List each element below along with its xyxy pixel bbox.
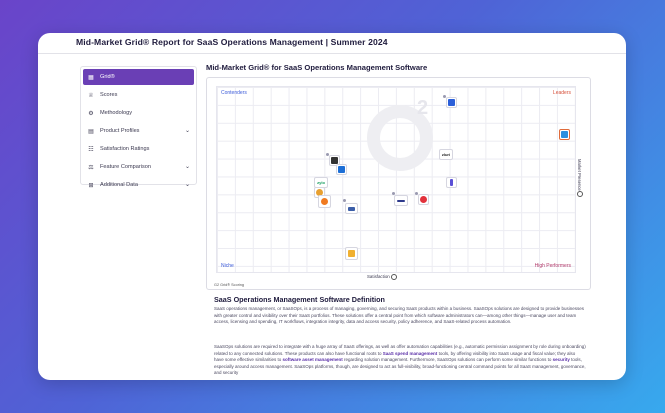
- x-axis-label: Satisfaction: [367, 274, 397, 280]
- security-link[interactable]: security: [552, 357, 570, 363]
- info-icon[interactable]: [390, 274, 397, 280]
- trophy-icon: ♕: [88, 92, 94, 99]
- product-logo[interactable]: [336, 164, 347, 175]
- saas-spend-management-link[interactable]: SaaS spend management: [382, 350, 438, 356]
- chevron-down-icon: ⌄: [184, 128, 190, 134]
- product-logo[interactable]: [446, 97, 457, 108]
- report-card: Mid-Market Grid® Report for SaaS Operati…: [38, 33, 626, 380]
- sidebar-item-label: Grid®: [100, 74, 115, 80]
- grid-scoring-note: G2 Grid® Scoring: [214, 283, 245, 287]
- quadrant-leaders: Leaders: [552, 90, 571, 96]
- software-asset-management-link[interactable]: software asset management: [282, 357, 343, 363]
- y-axis-label: Market Presence: [575, 138, 583, 218]
- quadrant-high-performers: High Performers: [534, 263, 571, 269]
- quadrant-contenders: Contenders: [221, 90, 247, 96]
- chevron-down-icon: ⌄: [184, 182, 190, 188]
- definition-text: SaaSOps solutions are required to integr…: [214, 344, 586, 356]
- sidebar-item-feature-comparison[interactable]: ⚖ Feature Comparison ⌄: [83, 159, 194, 175]
- data-icon: ⊞: [88, 182, 94, 189]
- chevron-down-icon: ⌄: [184, 164, 190, 170]
- scale-icon: ⚖: [88, 164, 94, 171]
- sidebar-item-label: Satisfaction Ratings: [100, 146, 150, 152]
- definition-text: tools, especially around access manageme…: [214, 357, 586, 376]
- sidebar-item-satisfaction-ratings[interactable]: ☷ Satisfaction Ratings: [83, 141, 194, 157]
- definition-title: SaaS Operations Management Software Defi…: [214, 295, 385, 304]
- g2-watermark-superscript: 2: [417, 97, 429, 119]
- report-header: Mid-Market Grid® Report for SaaS Operati…: [38, 33, 626, 54]
- product-pin: [392, 192, 395, 195]
- definition-paragraph-1: SaaS operations management, or SaaSOps, …: [214, 306, 584, 325]
- sidebar-item-label: Scores: [100, 92, 118, 98]
- sidebar-nav: ▦ Grid® ♕ Scores ⚙ Methodology ▤ Product…: [80, 66, 197, 189]
- grid-title: Mid-Market Grid® for SaaS Operations Man…: [206, 63, 428, 72]
- rating-icon: ☷: [88, 146, 94, 153]
- document-icon: ▤: [88, 128, 94, 135]
- product-logo-label: zylo: [317, 180, 325, 185]
- sidebar-item-label: Additional Data: [100, 182, 138, 188]
- product-logo[interactable]: [394, 195, 408, 206]
- product-logo[interactable]: [446, 177, 457, 188]
- sidebar-item-label: Feature Comparison: [100, 164, 151, 170]
- definition-paragraph-2: SaaSOps solutions are required to integr…: [214, 344, 586, 377]
- product-logo[interactable]: [345, 203, 358, 214]
- product-logo[interactable]: [329, 155, 340, 166]
- y-axis-text: Market Presence: [576, 158, 582, 191]
- product-pin: [326, 153, 329, 156]
- sidebar-item-additional-data[interactable]: ⊞ Additional Data ⌄: [83, 177, 194, 193]
- report-title: Mid-Market Grid® Report for SaaS Operati…: [76, 37, 388, 47]
- sidebar-item-product-profiles[interactable]: ▤ Product Profiles ⌄: [83, 123, 194, 139]
- x-axis-text: Satisfaction: [367, 274, 390, 280]
- product-logo[interactable]: [559, 129, 570, 140]
- product-pin: [343, 199, 346, 202]
- cog-icon: ⚙: [88, 110, 94, 117]
- sidebar-item-grid[interactable]: ▦ Grid®: [83, 69, 194, 85]
- grid-chart: 2 Contenders Leaders Niche High Performe…: [206, 77, 591, 290]
- product-logo[interactable]: [345, 247, 358, 260]
- sidebar-item-label: Product Profiles: [100, 128, 140, 134]
- info-icon[interactable]: [577, 191, 583, 198]
- product-logo[interactable]: [318, 195, 331, 208]
- definition-text: regarding solution management. Furthermo…: [342, 357, 553, 363]
- product-pin: [415, 192, 418, 195]
- sidebar-item-methodology[interactable]: ⚙ Methodology: [83, 105, 194, 121]
- product-logo-zluri[interactable]: zluri: [439, 149, 453, 160]
- quadrant-niche: Niche: [221, 263, 234, 269]
- product-logo[interactable]: [418, 194, 429, 205]
- sidebar-item-label: Methodology: [100, 110, 133, 116]
- sidebar-item-scores[interactable]: ♕ Scores: [83, 87, 194, 103]
- product-pin: [443, 95, 446, 98]
- grid-plot-area: 2 Contenders Leaders Niche High Performe…: [216, 86, 576, 273]
- grid-icon: ▦: [88, 74, 94, 81]
- definition-text: tools, by offering visibility into SaaS …: [214, 350, 576, 363]
- product-logo-label: zluri: [441, 152, 451, 157]
